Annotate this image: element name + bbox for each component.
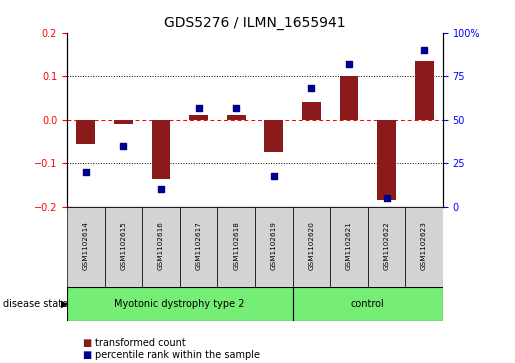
Bar [377,120,396,200]
Text: control: control [351,299,385,309]
Text: GSM1102620: GSM1102620 [308,221,314,270]
Bar [67,287,293,321]
Point [382,195,390,201]
Bar [227,115,246,120]
Point [157,187,165,192]
Bar [415,61,434,120]
Text: Myotonic dystrophy type 2: Myotonic dystrophy type 2 [114,299,245,309]
Text: GSM1102619: GSM1102619 [271,221,277,270]
Text: percentile rank within the sample: percentile rank within the sample [95,350,260,360]
Bar [180,207,217,287]
Bar [368,207,405,287]
Point [345,61,353,67]
Bar [339,76,358,120]
Text: GSM1102618: GSM1102618 [233,221,239,270]
Point [307,86,315,91]
Point [269,173,278,179]
Text: ■: ■ [82,338,92,348]
Bar [293,207,330,287]
Point [81,169,90,175]
Bar [67,207,105,287]
Text: GDS5276 / ILMN_1655941: GDS5276 / ILMN_1655941 [164,16,346,30]
Bar [217,207,255,287]
Point [119,143,128,149]
Text: disease state: disease state [3,299,67,309]
Bar [405,207,443,287]
Point [420,47,428,53]
Bar [114,120,133,124]
Text: GSM1102622: GSM1102622 [384,221,389,270]
Bar [142,207,180,287]
Bar [105,207,142,287]
Bar [264,120,283,152]
Point [195,105,203,110]
Text: GSM1102616: GSM1102616 [158,221,164,270]
Bar [293,287,443,321]
Text: GSM1102614: GSM1102614 [83,221,89,270]
Bar [302,102,321,120]
Bar [189,115,208,120]
Bar [330,207,368,287]
Bar [255,207,293,287]
Bar [151,120,170,179]
Text: GSM1102617: GSM1102617 [196,221,201,270]
Point [232,105,240,110]
Text: transformed count: transformed count [95,338,186,348]
Bar [76,120,95,144]
Text: ■: ■ [82,350,92,360]
Text: GSM1102621: GSM1102621 [346,221,352,270]
Text: GSM1102623: GSM1102623 [421,221,427,270]
Text: ▶: ▶ [61,299,68,309]
Text: GSM1102615: GSM1102615 [121,221,126,270]
